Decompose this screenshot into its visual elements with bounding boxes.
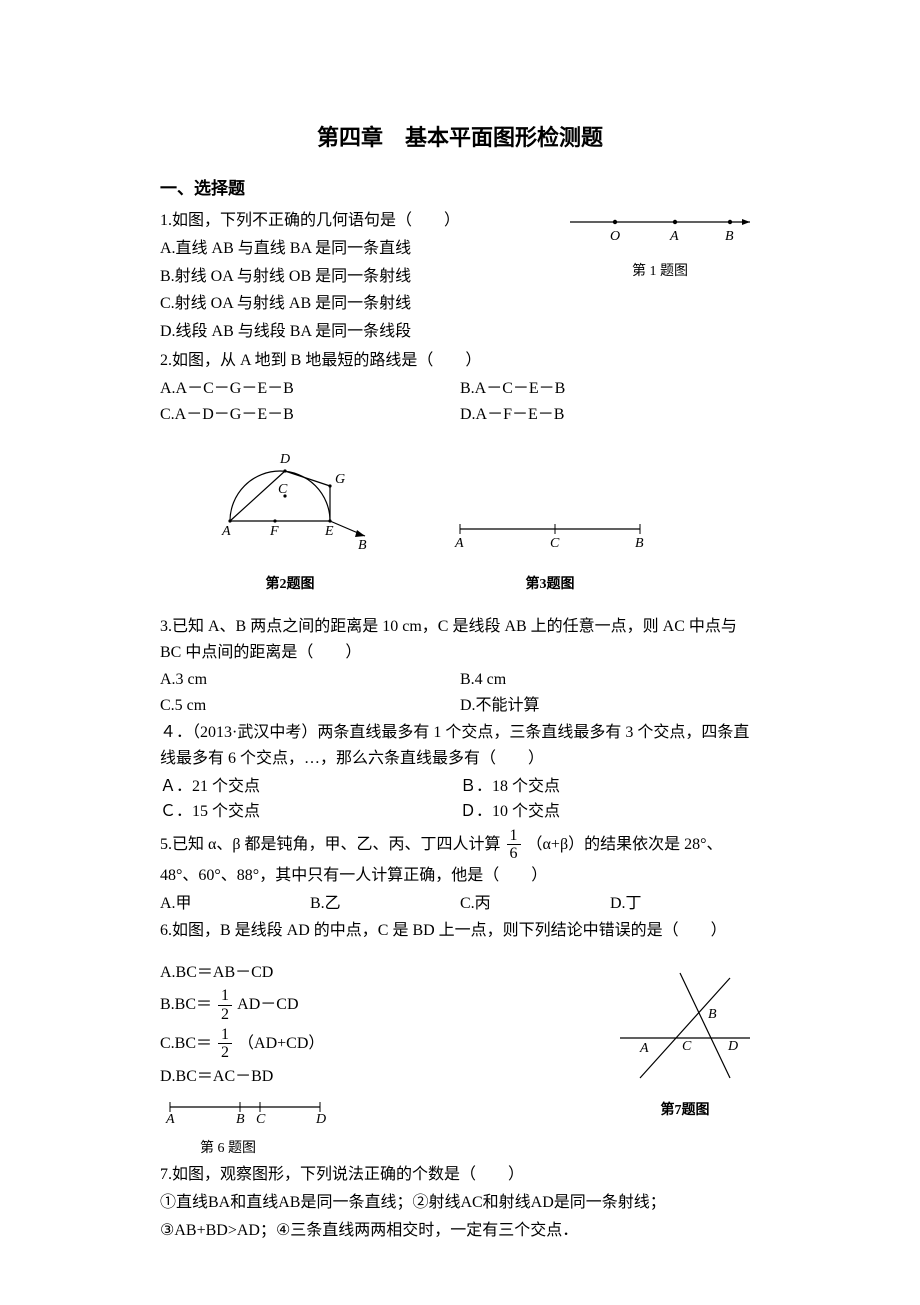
fraction-icon: 1 2 bbox=[218, 987, 232, 1023]
svg-text:D: D bbox=[727, 1039, 738, 1054]
svg-text:B: B bbox=[708, 1007, 717, 1022]
svg-text:C: C bbox=[550, 536, 560, 551]
q7-fig-caption: 第7题图 bbox=[610, 1100, 760, 1122]
q2-figure-wrap: A B D G E F C 第2题图 bbox=[200, 441, 380, 596]
q7-s1: ①直线BA和直线AB是同一条直线；②射线AC和射线AD是同一条射线； bbox=[160, 1190, 760, 1216]
label-O: O bbox=[610, 229, 620, 244]
q3-opt-d: D.不能计算 bbox=[460, 693, 760, 719]
q3-opt-a: A.3 cm bbox=[160, 667, 460, 693]
q3-opt-c: C.5 cm bbox=[160, 693, 460, 719]
q5-opt-d: D.丁 bbox=[610, 891, 760, 917]
q3-figure: A C B bbox=[440, 511, 660, 561]
q3-opt-b: B.4 cm bbox=[460, 667, 760, 693]
q1-opt-c: C.射线 OA 与射线 AB 是同一条射线 bbox=[160, 291, 760, 317]
q6-stem: 6.如图，B 是线段 AD 的中点，C 是 BD 上一点，则下列结论中错误的是（… bbox=[160, 918, 760, 944]
q2-opt-a: A.A－C－G－E－B bbox=[160, 376, 460, 402]
fraction-icon: 1 6 bbox=[507, 827, 521, 863]
page-title: 第四章 基本平面图形检测题 bbox=[160, 120, 760, 155]
label-B: B bbox=[725, 229, 734, 244]
q4-opt-b: Ｂ．18 个交点 bbox=[460, 774, 760, 800]
svg-text:E: E bbox=[324, 524, 334, 539]
label-A: A bbox=[669, 229, 679, 244]
section-header: 一、选择题 bbox=[160, 175, 760, 202]
q5-opt-b: B.乙 bbox=[310, 891, 460, 917]
q5-stem: 5.已知 α、β 都是钝角，甲、乙、丙、丁四人计算 1 6 （α+β）的结果依次… bbox=[160, 827, 760, 889]
svg-text:C: C bbox=[278, 482, 288, 497]
q3-figure-wrap: A C B 第3题图 bbox=[440, 511, 660, 596]
q2-opt-c: C.A－D－G－E－B bbox=[160, 402, 460, 428]
q3-fig-caption: 第3题图 bbox=[440, 574, 660, 596]
q1-figure: O A B 第 1 题图 bbox=[560, 208, 760, 283]
q2-fig-caption: 第2题图 bbox=[200, 574, 380, 596]
svg-text:G: G bbox=[335, 472, 345, 487]
q4-stem: ４．（2013·武汉中考）两条直线最多有 1 个交点，三条直线最多有 3 个交点… bbox=[160, 720, 760, 771]
q4-opt-d: Ｄ．10 个交点 bbox=[460, 799, 760, 825]
q5-opt-c: C.丙 bbox=[460, 891, 610, 917]
q4-opt-a: Ａ．21 个交点 bbox=[160, 774, 460, 800]
q2-stem: 2.如图，从 A 地到 B 地最短的路线是（ ） bbox=[160, 348, 760, 374]
q5-opt-a: A.甲 bbox=[160, 891, 310, 917]
q1-opt-d: D.线段 AB 与线段 BA 是同一条线段 bbox=[160, 319, 760, 345]
q1-fig-caption: 第 1 题图 bbox=[560, 261, 760, 283]
svg-text:B: B bbox=[635, 536, 644, 551]
q7-figure: A C B D 第7题图 bbox=[610, 968, 760, 1123]
svg-text:A: A bbox=[221, 524, 231, 539]
svg-text:A: A bbox=[454, 536, 464, 551]
svg-text:B: B bbox=[236, 1112, 245, 1125]
q2-opt-b: B.A－C－E－B bbox=[460, 376, 760, 402]
svg-text:A: A bbox=[165, 1112, 175, 1125]
svg-text:D: D bbox=[315, 1112, 326, 1125]
q5-stem-a: 5.已知 α、β 都是钝角，甲、乙、丙、丁四人计算 bbox=[160, 836, 501, 853]
svg-text:C: C bbox=[256, 1112, 266, 1125]
svg-text:C: C bbox=[682, 1039, 692, 1054]
fraction-icon: 1 2 bbox=[218, 1026, 232, 1062]
q2-opt-d: D.A－F－E－B bbox=[460, 402, 760, 428]
q7-stem: 7.如图，观察图形，下列说法正确的个数是（ ） bbox=[160, 1162, 760, 1188]
q6-fig-caption: 第 6 题图 bbox=[200, 1138, 760, 1160]
svg-text:F: F bbox=[269, 524, 279, 539]
q3-stem: 3.已知 A、B 两点之间的距离是 10 cm，C 是线段 AB 上的任意一点，… bbox=[160, 614, 760, 665]
q7-s2: ③AB+BD>AD；④三条直线两两相交时，一定有三个交点． bbox=[160, 1218, 760, 1244]
svg-text:B: B bbox=[358, 538, 367, 553]
svg-text:D: D bbox=[279, 452, 290, 467]
q2-figure: A B D G E F C bbox=[200, 441, 380, 561]
svg-text:A: A bbox=[639, 1041, 649, 1056]
q4-opt-c: Ｃ．15 个交点 bbox=[160, 799, 460, 825]
